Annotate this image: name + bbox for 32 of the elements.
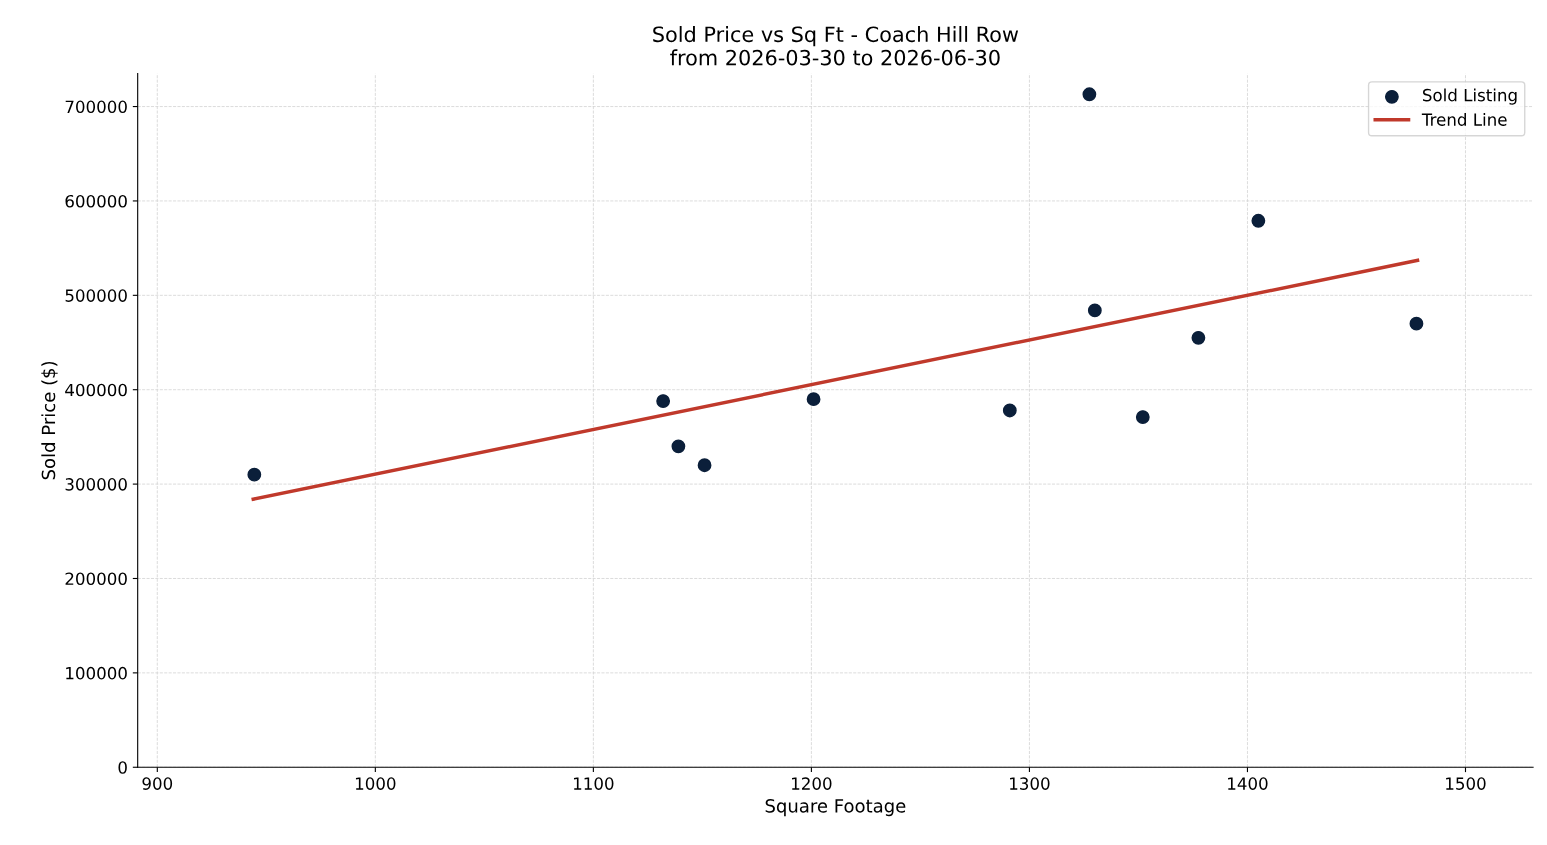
point: [1191, 330, 1206, 345]
point: [1135, 410, 1150, 424]
legend-label: Trend Line: [1421, 112, 1507, 126]
x-tick-label: 900: [142, 777, 173, 790]
point: [671, 439, 686, 454]
y-tick-label: 700000: [65, 100, 127, 114]
point: [1251, 213, 1266, 228]
x-axis-title: Square Footage: [765, 798, 906, 817]
point: [247, 467, 262, 482]
x-tick-label: 1300: [1010, 777, 1050, 790]
x-tick-label: 1200: [792, 777, 832, 790]
chart-title: Sold Price vs Sq Ft - Coach Hill Row from 2026-03-30 to 2026-06-30: [653, 26, 1019, 66]
point: [697, 458, 712, 473]
y-tick-label: 500000: [65, 289, 127, 302]
y-tick-label: 0: [118, 761, 127, 774]
point: [1409, 316, 1424, 331]
legend-label: Sold Listing: [1422, 88, 1517, 105]
x-tick-label: 1500: [1446, 777, 1486, 790]
y-tick-label: 100000: [66, 666, 127, 680]
point: [1082, 87, 1097, 102]
x-tick-label: 1400: [1228, 777, 1268, 790]
point: [806, 392, 821, 407]
y-axis-title: Sold Price ($): [41, 361, 58, 480]
y-tick-label: 400000: [65, 383, 127, 397]
y-tick-label: 300000: [65, 478, 127, 491]
x-tick-label: 1100: [573, 777, 614, 790]
y-tick-label: 200000: [65, 572, 127, 586]
point: [1087, 303, 1102, 318]
point: [1002, 403, 1017, 418]
point: [656, 394, 671, 408]
y-tick-label: 600000: [65, 194, 127, 208]
x-tick-label: 1000: [355, 777, 396, 790]
